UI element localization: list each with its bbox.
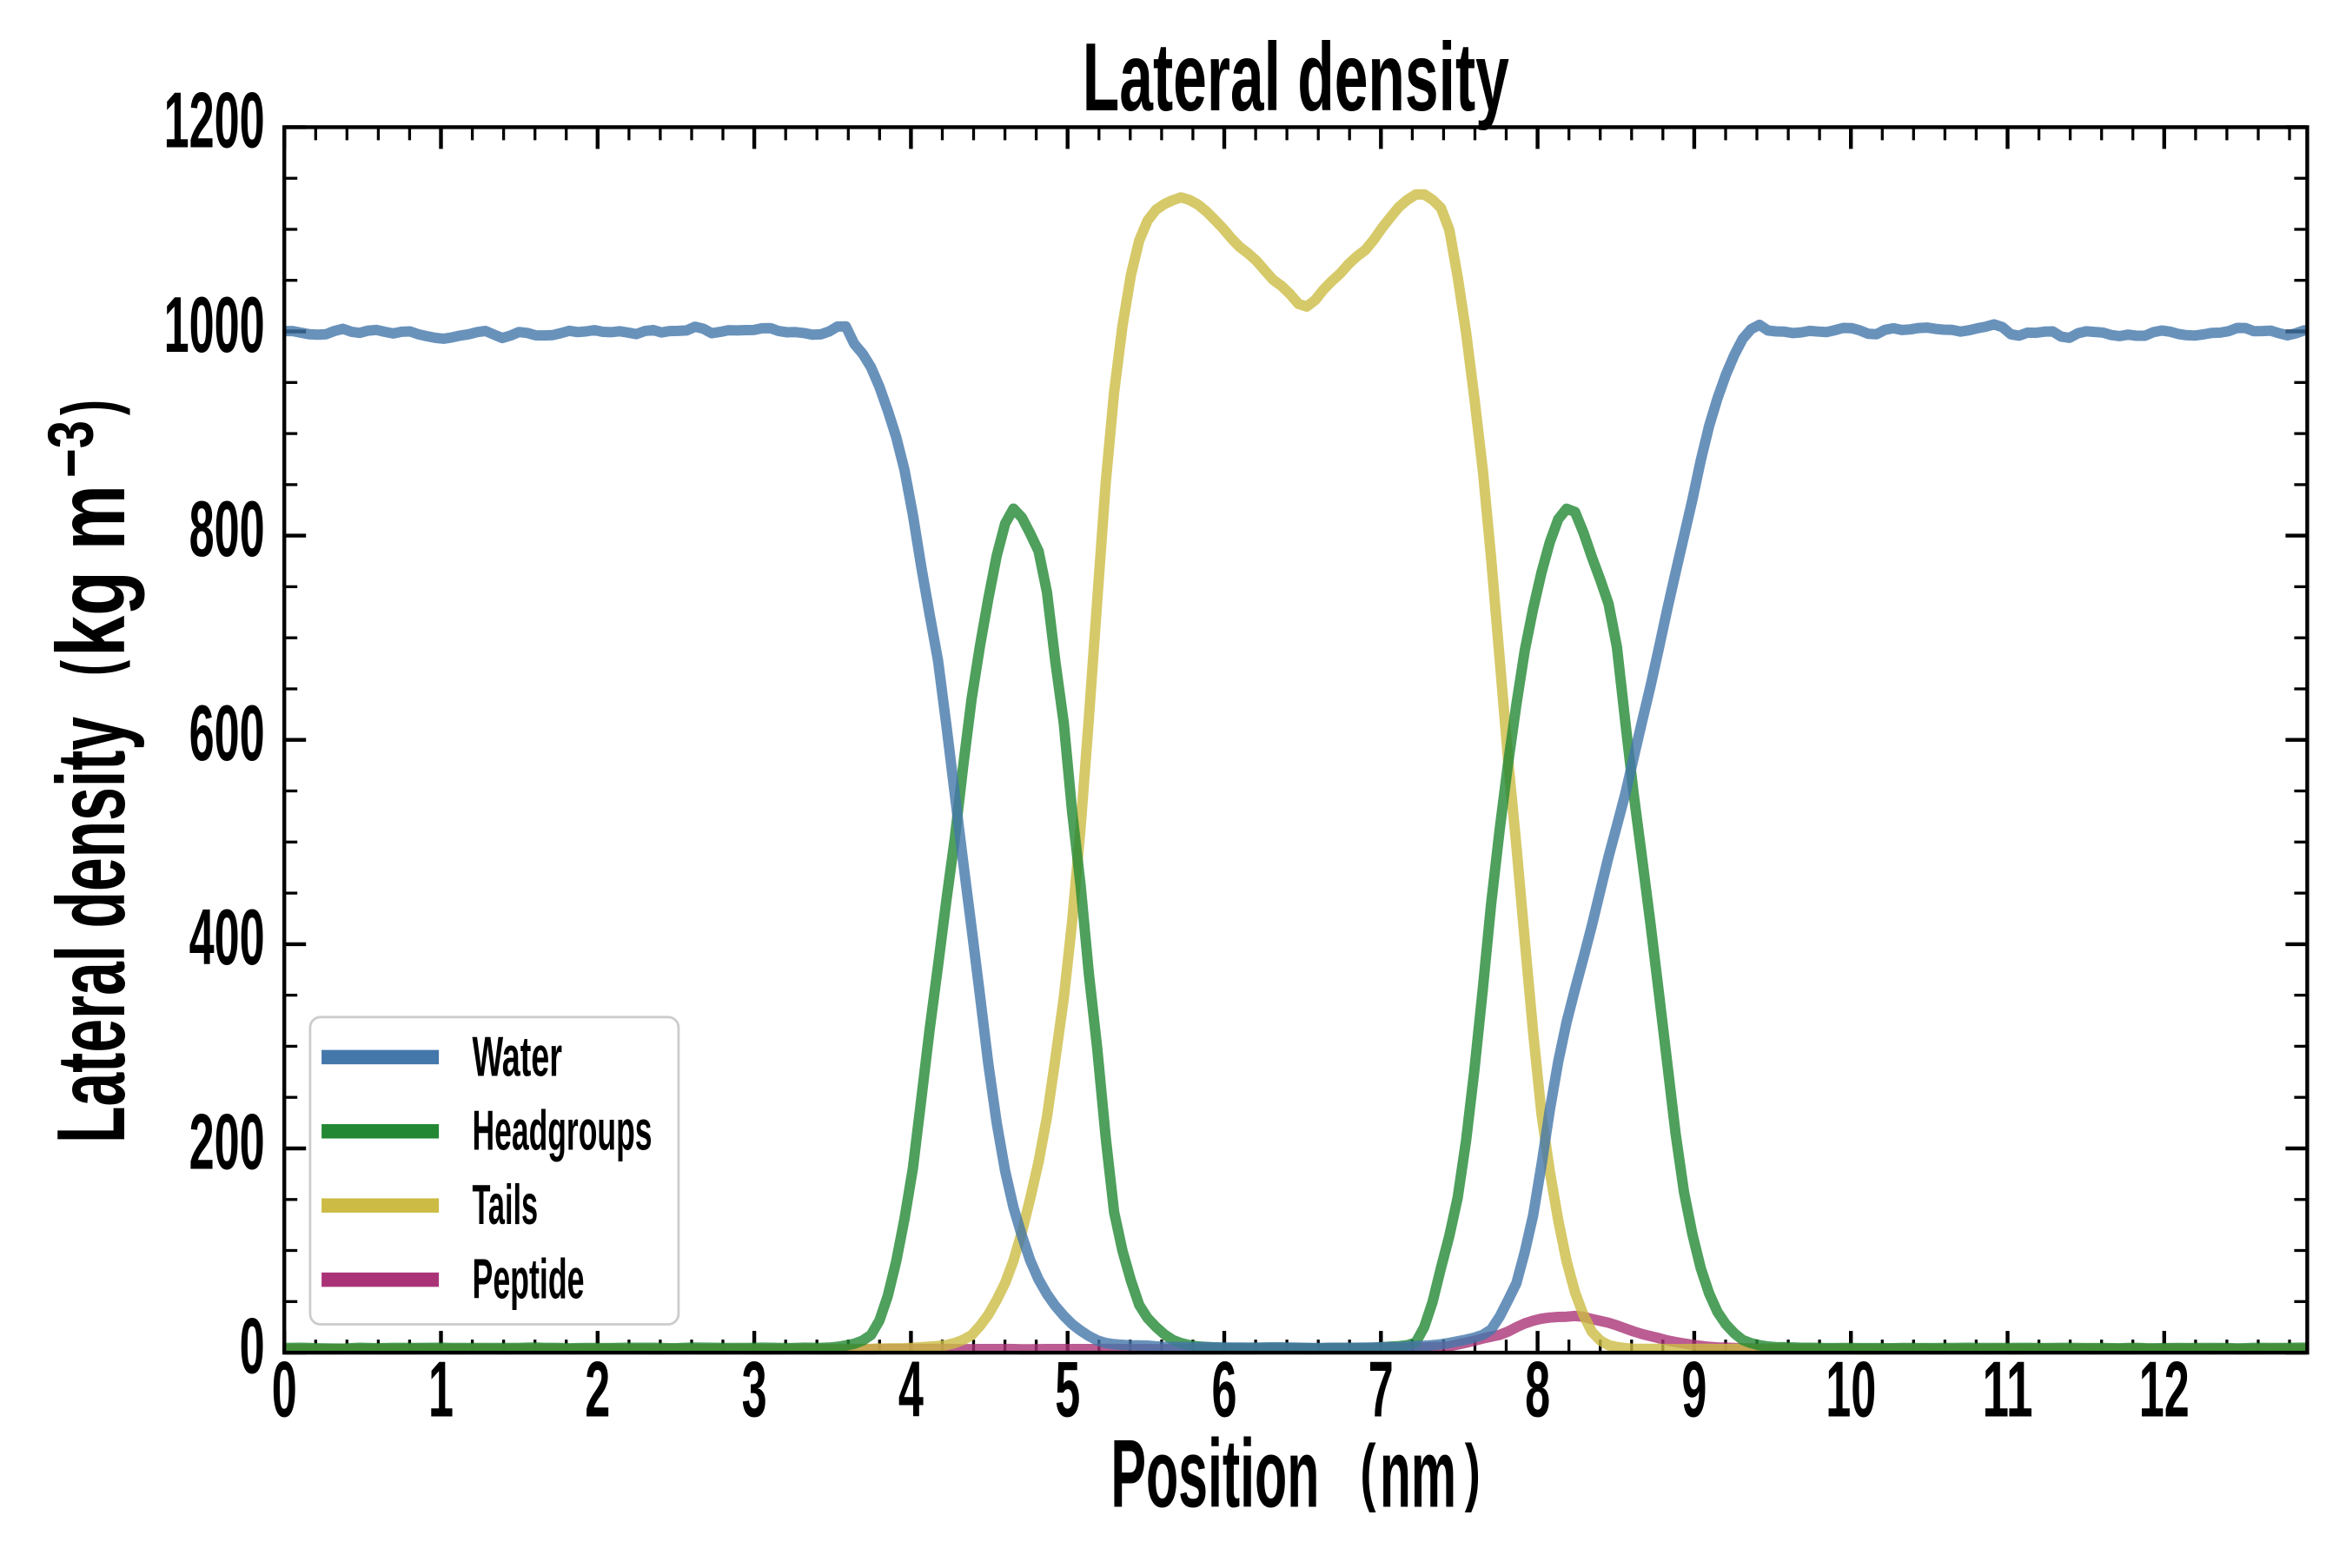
svg-text:−3: −3 [35,420,107,478]
svg-text:Tails: Tails [473,1174,539,1236]
svg-text:11: 11 [1983,1346,2033,1434]
svg-text:nm: nm [1380,1419,1456,1527]
svg-text:Lateral density: Lateral density [37,717,145,1143]
svg-text:800: 800 [189,486,265,573]
svg-text:): ) [48,400,131,415]
svg-text:2: 2 [585,1346,610,1434]
svg-text:Lateral density: Lateral density [1083,23,1509,131]
svg-text:12: 12 [2139,1346,2190,1434]
svg-text:Water: Water [473,1025,563,1088]
svg-text:(: ( [1361,1430,1376,1513]
svg-text:1000: 1000 [164,281,265,369]
svg-text:(: ( [48,660,131,676]
svg-text:Peptide: Peptide [473,1248,585,1311]
svg-text:0: 0 [240,1302,265,1390]
svg-text:kg m: kg m [37,485,145,657]
svg-text:400: 400 [189,894,265,982]
svg-text:4: 4 [898,1346,924,1434]
svg-text:Headgroups: Headgroups [473,1100,653,1162]
svg-text:3: 3 [742,1346,767,1434]
svg-text:): ) [1465,1430,1481,1513]
svg-text:1: 1 [428,1346,454,1434]
svg-text:0: 0 [272,1346,297,1434]
svg-text:Position: Position [1110,1419,1319,1527]
svg-text:7: 7 [1368,1346,1394,1434]
svg-text:8: 8 [1525,1346,1550,1434]
svg-text:200: 200 [189,1098,265,1186]
svg-text:9: 9 [1681,1346,1706,1434]
svg-text:5: 5 [1055,1346,1080,1434]
svg-text:600: 600 [189,690,265,777]
svg-text:1200: 1200 [164,77,265,165]
svg-text:10: 10 [1826,1346,1876,1434]
svg-text:6: 6 [1212,1346,1237,1434]
